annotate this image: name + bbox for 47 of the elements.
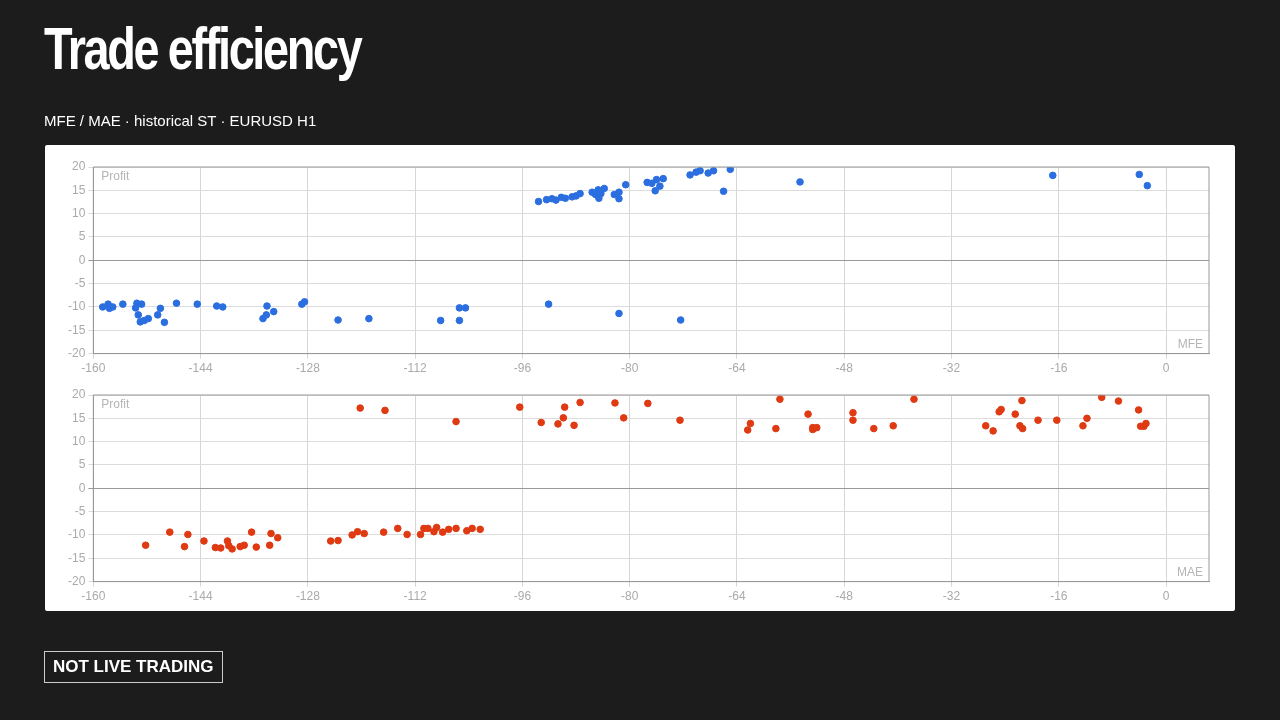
y-tick-label: 20 bbox=[71, 387, 86, 402]
x-tick-label: -16 bbox=[1050, 589, 1068, 604]
y-tick-label: -5 bbox=[74, 503, 86, 518]
y-tick-label: -5 bbox=[74, 275, 86, 290]
x-tick-label: -144 bbox=[188, 361, 213, 376]
x-tick-label: -112 bbox=[403, 589, 428, 604]
x-tick-label: -128 bbox=[295, 361, 321, 376]
x-tick-label: -32 bbox=[942, 589, 961, 604]
x-tick-label: 0 bbox=[1162, 589, 1170, 604]
x-tick-label: -144 bbox=[188, 589, 213, 604]
y-axis-title: Profit bbox=[101, 397, 131, 412]
x-tick-label: -64 bbox=[728, 589, 746, 604]
x-tick-label: -16 bbox=[1050, 361, 1068, 376]
y-tick-label: 15 bbox=[71, 410, 86, 425]
x-axis-title: MFE bbox=[1177, 336, 1203, 351]
y-tick-label: -20 bbox=[68, 573, 86, 588]
x-tick-label: 0 bbox=[1162, 361, 1170, 376]
x-tick-label: -48 bbox=[835, 361, 854, 376]
text: NOT LIVE TRADING bbox=[44, 651, 223, 683]
y-tick-label: -15 bbox=[68, 322, 86, 337]
x-tick-label: -96 bbox=[513, 361, 532, 376]
y-tick-label: -15 bbox=[68, 550, 86, 565]
y-tick-label: 10 bbox=[71, 433, 86, 448]
x-axis-title: MAE bbox=[1176, 564, 1203, 579]
y-tick-label: 10 bbox=[71, 205, 86, 220]
x-tick-label: -160 bbox=[81, 361, 106, 376]
x-tick-label: -32 bbox=[942, 361, 961, 376]
x-tick-label: -128 bbox=[295, 589, 321, 604]
y-tick-label: -10 bbox=[68, 527, 86, 542]
y-tick-label: 5 bbox=[78, 457, 86, 472]
y-axis-title: Profit bbox=[101, 169, 131, 184]
y-tick-label: 5 bbox=[78, 229, 86, 244]
chart-subtitle: MFE / MAE · historical ST · EURUSD H1 bbox=[44, 112, 317, 129]
x-tick-label: -96 bbox=[513, 589, 532, 604]
y-tick-label: 20 bbox=[71, 159, 86, 174]
x-tick-label: -80 bbox=[621, 361, 639, 376]
y-tick-label: -20 bbox=[68, 345, 86, 360]
y-tick-label: 0 bbox=[78, 252, 86, 267]
chart-title: Trade efficiency bbox=[44, 14, 361, 83]
y-tick-label: 15 bbox=[71, 182, 86, 197]
x-tick-label: -48 bbox=[835, 589, 854, 604]
x-tick-label: -160 bbox=[81, 589, 106, 604]
y-tick-label: 0 bbox=[78, 480, 86, 495]
y-tick-label: -10 bbox=[68, 299, 86, 314]
x-tick-label: -112 bbox=[403, 361, 428, 376]
x-tick-label: -80 bbox=[621, 589, 639, 604]
x-tick-label: -64 bbox=[728, 361, 746, 376]
